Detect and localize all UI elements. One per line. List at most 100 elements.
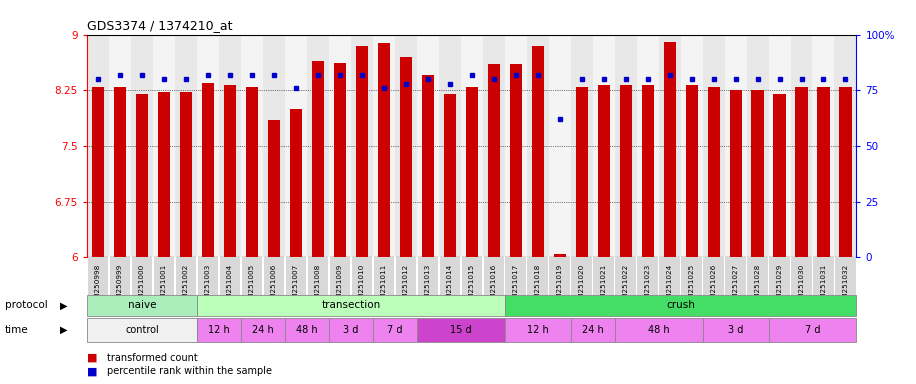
- Bar: [202, 83, 214, 257]
- Bar: [791, 35, 812, 257]
- Bar: [131, 35, 153, 257]
- Bar: [421, 75, 434, 257]
- Text: 3 d: 3 d: [344, 325, 358, 335]
- Bar: [136, 94, 148, 257]
- Bar: [263, 35, 285, 257]
- Bar: [333, 63, 346, 257]
- Bar: [245, 86, 258, 257]
- Bar: [267, 120, 280, 257]
- Bar: [158, 93, 170, 257]
- Bar: [817, 86, 830, 257]
- Bar: [219, 35, 241, 257]
- Bar: [87, 35, 109, 257]
- Bar: [241, 35, 263, 257]
- Bar: [703, 318, 769, 343]
- Bar: [224, 85, 236, 257]
- Text: ▶: ▶: [60, 325, 68, 335]
- Text: 12 h: 12 h: [208, 325, 230, 335]
- Bar: [593, 35, 615, 257]
- Bar: [443, 94, 456, 257]
- Bar: [505, 295, 856, 316]
- Bar: [615, 35, 637, 257]
- Bar: [747, 35, 769, 257]
- Bar: [553, 253, 566, 257]
- Bar: [439, 35, 461, 257]
- Bar: [329, 35, 351, 257]
- Bar: [197, 295, 505, 316]
- Bar: [703, 35, 725, 257]
- Bar: [659, 35, 681, 257]
- Bar: [663, 42, 676, 257]
- Bar: [241, 318, 285, 343]
- Bar: [615, 318, 703, 343]
- Bar: [619, 85, 632, 257]
- Bar: [637, 35, 659, 257]
- Bar: [571, 318, 615, 343]
- Bar: [729, 90, 742, 257]
- Text: GDS3374 / 1374210_at: GDS3374 / 1374210_at: [87, 19, 233, 32]
- Bar: [571, 35, 593, 257]
- Bar: [769, 35, 791, 257]
- Bar: [92, 86, 104, 257]
- Bar: [531, 46, 544, 257]
- Text: crush: crush: [666, 300, 695, 310]
- Bar: [114, 86, 126, 257]
- Bar: [834, 35, 856, 257]
- Text: ▶: ▶: [60, 300, 68, 310]
- Bar: [549, 35, 571, 257]
- Text: protocol: protocol: [5, 300, 48, 310]
- Bar: [285, 318, 329, 343]
- Bar: [180, 93, 192, 257]
- Bar: [509, 64, 522, 257]
- Text: transformed count: transformed count: [107, 353, 198, 363]
- Bar: [483, 35, 505, 257]
- Bar: [465, 86, 478, 257]
- Text: transection: transection: [322, 300, 380, 310]
- Bar: [87, 295, 197, 316]
- Text: 12 h: 12 h: [527, 325, 549, 335]
- Text: naive: naive: [127, 300, 157, 310]
- Bar: [461, 35, 483, 257]
- Bar: [355, 46, 368, 257]
- Text: 48 h: 48 h: [296, 325, 318, 335]
- Bar: [597, 85, 610, 257]
- Bar: [641, 85, 654, 257]
- Text: 48 h: 48 h: [648, 325, 670, 335]
- Bar: [773, 94, 786, 257]
- Text: control: control: [125, 325, 158, 335]
- Bar: [351, 35, 373, 257]
- Bar: [109, 35, 131, 257]
- Text: percentile rank within the sample: percentile rank within the sample: [107, 366, 272, 376]
- Text: 7 d: 7 d: [387, 325, 402, 335]
- Text: 3 d: 3 d: [728, 325, 743, 335]
- Text: ■: ■: [87, 366, 97, 376]
- Bar: [575, 86, 588, 257]
- Bar: [285, 35, 307, 257]
- Bar: [373, 35, 395, 257]
- Bar: [311, 61, 324, 257]
- Bar: [175, 35, 197, 257]
- Bar: [795, 86, 808, 257]
- Bar: [681, 35, 703, 257]
- Bar: [487, 64, 500, 257]
- Text: 24 h: 24 h: [582, 325, 604, 335]
- Bar: [527, 35, 549, 257]
- Bar: [505, 318, 571, 343]
- Bar: [197, 35, 219, 257]
- Bar: [417, 318, 505, 343]
- Bar: [289, 109, 302, 257]
- Bar: [812, 35, 834, 257]
- Bar: [307, 35, 329, 257]
- Bar: [373, 318, 417, 343]
- Bar: [153, 35, 175, 257]
- Bar: [707, 86, 720, 257]
- Bar: [685, 85, 698, 257]
- Text: 15 d: 15 d: [450, 325, 472, 335]
- Bar: [87, 318, 197, 343]
- Bar: [751, 90, 764, 257]
- Bar: [197, 318, 241, 343]
- Bar: [417, 35, 439, 257]
- Text: 24 h: 24 h: [252, 325, 274, 335]
- Text: time: time: [5, 325, 28, 335]
- Bar: [839, 86, 852, 257]
